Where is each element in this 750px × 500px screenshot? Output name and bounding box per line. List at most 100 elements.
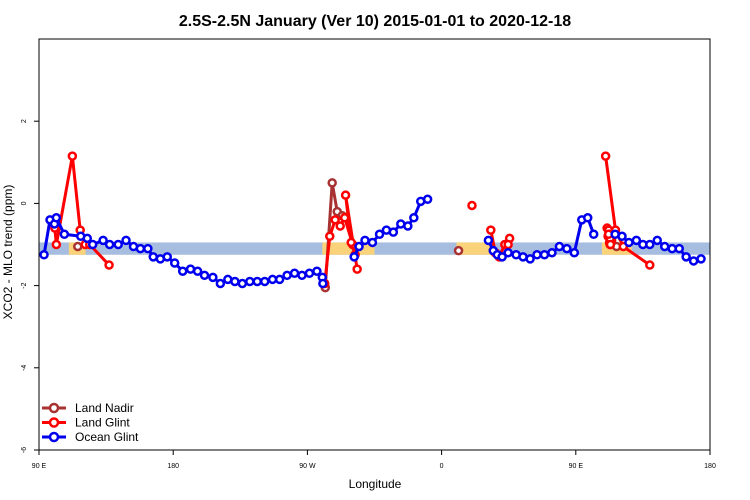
data-point: [547, 247, 557, 258]
data-point: [532, 250, 542, 260]
legend-label: Land Nadir: [75, 401, 134, 415]
data-point: [192, 266, 203, 276]
y-axis-label: XCO2 - MLO trend (ppm): [1, 185, 15, 320]
data-point: [562, 243, 572, 254]
data-point: [525, 254, 535, 264]
data-point: [237, 278, 248, 289]
data-point: [39, 250, 49, 260]
x-tick-label: 90 E: [569, 463, 584, 470]
data-point: [696, 254, 706, 264]
data-point: [652, 235, 663, 246]
data-point: [73, 241, 83, 252]
data-point: [318, 278, 328, 289]
data-point: [645, 260, 655, 270]
data-point: [374, 229, 385, 239]
data-point: [388, 227, 399, 237]
data-point: [554, 241, 565, 252]
data-point: [645, 239, 655, 250]
legend-swatch-marker: [48, 402, 60, 414]
x-axis: 90 E 180 90 W 0 90 E 180: [32, 450, 716, 470]
y-tick-label: -6: [21, 447, 28, 453]
data-point: [349, 252, 359, 262]
plot-frame: [38, 38, 711, 451]
data-point: [327, 178, 337, 188]
data-point: [259, 276, 270, 287]
data-point: [360, 235, 370, 246]
data-point: [674, 243, 684, 254]
x-tick-label: 180: [167, 463, 179, 470]
data-point: [467, 200, 477, 211]
data-point: [422, 194, 433, 205]
data-point: [245, 276, 255, 287]
data-point: [51, 239, 62, 250]
data-point: [354, 241, 364, 252]
data-point: [297, 270, 307, 281]
data-point: [503, 239, 513, 250]
data-point: [87, 239, 98, 250]
data-point: [605, 239, 616, 250]
data-point: [582, 213, 593, 223]
x-tick-label: 180: [704, 463, 716, 470]
legend-swatch-marker: [48, 417, 60, 428]
data-point: [135, 243, 146, 254]
land-band-2: [456, 242, 492, 255]
data-point: [252, 276, 263, 287]
data-point: [169, 258, 180, 268]
data-point: [340, 190, 351, 200]
data-point: [274, 274, 285, 285]
data-point: [588, 229, 599, 239]
data-point: [104, 260, 114, 270]
data-point: [51, 213, 62, 223]
data-point: [486, 225, 496, 235]
data-point: [67, 151, 78, 161]
y-tick-label: 0: [21, 201, 28, 205]
x-tick-label: 90 W: [299, 463, 316, 470]
data-point: [59, 229, 70, 239]
data-point: [199, 270, 210, 281]
data-point: [688, 256, 699, 266]
data-point: [104, 239, 115, 250]
data-point: [631, 235, 642, 246]
data-point: [352, 264, 362, 274]
x-tick-label: 0: [440, 463, 444, 470]
data-point: [681, 252, 691, 262]
data-point: [403, 221, 413, 231]
data-point: [569, 247, 580, 258]
series-ocean-glint: [39, 194, 706, 289]
legend-label: Ocean Glint: [75, 430, 139, 444]
data-point: [453, 245, 464, 256]
data-point: [483, 235, 494, 246]
data-point: [409, 213, 419, 223]
data-point: [539, 250, 550, 260]
x-axis-label: Longitude: [349, 477, 402, 491]
data-point: [121, 235, 131, 246]
data-point: [346, 237, 356, 248]
data-point: [617, 231, 627, 242]
legend-item-land-nadir: Land Nadir: [42, 401, 134, 415]
y-tick-label: -2: [21, 282, 28, 288]
x-tick-label: 90 E: [32, 463, 47, 470]
y-tick-label: -4: [21, 365, 28, 371]
legend-swatch-marker: [48, 431, 60, 443]
data-point: [113, 239, 123, 250]
data-point: [600, 151, 611, 161]
data-point: [325, 231, 335, 242]
data-point: [659, 241, 670, 252]
data-point: [282, 270, 292, 281]
legend-item-ocean-glint: Ocean Glint: [42, 430, 139, 444]
data-point: [98, 235, 108, 246]
legend-label: Land Glint: [75, 416, 130, 430]
data-point: [624, 237, 634, 248]
data-point: [82, 233, 93, 244]
data-point: [330, 215, 340, 225]
data-point: [367, 237, 378, 248]
data-point: [339, 213, 350, 223]
legend-item-land-glint: Land Glint: [42, 416, 130, 430]
data-point: [177, 266, 188, 276]
data-point: [335, 221, 345, 231]
series-land-glint: [50, 151, 655, 289]
data-point: [304, 268, 315, 279]
data-point: [497, 252, 507, 262]
